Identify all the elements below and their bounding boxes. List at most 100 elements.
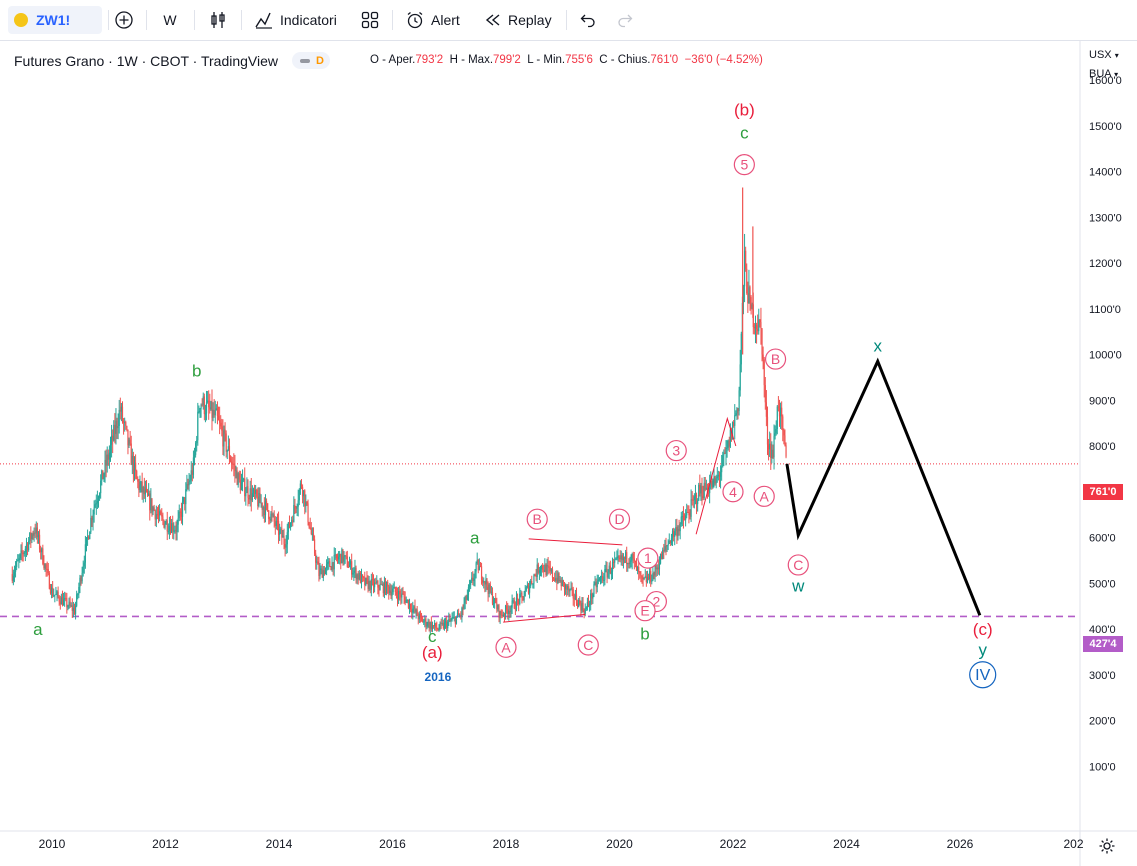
candle-body (411, 609, 413, 613)
candle-body (395, 592, 398, 595)
candle-body (528, 586, 531, 593)
candle-body (284, 543, 286, 548)
candle-body (305, 501, 307, 507)
candle-body (632, 554, 634, 559)
candle-body (716, 476, 718, 479)
candle-body (623, 557, 626, 560)
currency-selector[interactable]: USX ▾ (1089, 49, 1119, 61)
candle-body (443, 622, 446, 629)
candle-body (747, 293, 749, 304)
candle-body (322, 570, 324, 578)
candle-body (93, 507, 95, 515)
candle-body (683, 519, 686, 521)
chart-type-button[interactable] (207, 6, 229, 34)
candle-body (329, 561, 331, 567)
candle-body (775, 429, 777, 434)
settings-gear-button[interactable] (1097, 836, 1117, 856)
redo-button[interactable] (614, 6, 636, 34)
y-tick-label: 1600'0 (1089, 75, 1122, 87)
symbol-search-button[interactable]: ZW1! (8, 6, 102, 34)
candle-body (539, 569, 542, 571)
candle-body (82, 566, 84, 573)
interval-button[interactable]: W (158, 6, 182, 34)
candle-body (549, 567, 551, 572)
candle-body (187, 483, 189, 486)
high-value: 799'2 (493, 54, 521, 66)
candle-body (603, 580, 605, 582)
candle-body (346, 556, 348, 568)
eye-toggle[interactable]: D (292, 52, 330, 69)
candle-body (580, 603, 582, 611)
candle-body (544, 564, 546, 572)
candle-body (332, 562, 334, 570)
candle-body (621, 555, 623, 561)
alert-button[interactable]: Alert (405, 6, 460, 34)
candle-body (276, 520, 279, 522)
candle-body (583, 609, 585, 614)
candle-body (202, 396, 204, 406)
candle-body (644, 576, 646, 578)
candle-body (700, 486, 702, 494)
candle-body (304, 490, 306, 507)
candle-body (387, 582, 389, 587)
candle-body (120, 406, 123, 412)
candle-body (316, 561, 318, 563)
unit-selector[interactable]: BUA ▾ (1089, 68, 1118, 80)
candle-body (153, 507, 155, 511)
candle-body (173, 530, 175, 532)
candle-body (298, 489, 300, 501)
candle-body (267, 503, 269, 511)
candle-body (485, 579, 487, 585)
compare-add-button[interactable] (113, 6, 135, 34)
candle-body (108, 452, 111, 460)
candle-body (757, 329, 759, 332)
candle-body (550, 569, 552, 572)
candle-body (634, 560, 637, 563)
candle-body (18, 558, 20, 561)
chart-area[interactable]: 1600'0 1500'0 1400'0 1300'0 1200'0 1100'0 1000… (0, 41, 1137, 866)
wave-label: c (428, 627, 437, 646)
candle-body (689, 515, 691, 517)
candle-body (277, 521, 280, 535)
candle-body (345, 555, 347, 557)
candle-body (575, 594, 578, 604)
candle-body (129, 439, 131, 444)
candle-body (250, 488, 252, 501)
candle-body (766, 416, 769, 445)
price-chart[interactable]: 1600'01500'01400'01300'01200'01100'01000… (0, 41, 1137, 866)
candle-body (340, 553, 342, 564)
candle-body (361, 574, 364, 578)
candle-body (659, 554, 662, 564)
y-tick-label: 1100'0 (1089, 304, 1121, 316)
candle-body (779, 407, 782, 417)
undo-button[interactable] (577, 6, 599, 34)
candle-body (655, 565, 657, 570)
candle-body (11, 574, 13, 581)
candle-body (76, 594, 78, 606)
candle-body (30, 532, 32, 540)
y-tick-label: 1200'0 (1089, 258, 1122, 270)
candle-body (502, 614, 504, 616)
candle-body (232, 463, 234, 465)
candle-body (520, 593, 522, 595)
candle-body (389, 590, 391, 594)
candle-body (386, 582, 388, 594)
candle-body (191, 470, 193, 475)
wave-label-circle (495, 636, 517, 658)
candle-body (205, 402, 208, 414)
replay-button[interactable]: Replay (483, 6, 552, 34)
candle-body (534, 575, 536, 577)
candle-body (334, 554, 336, 556)
layouts-button[interactable] (359, 6, 381, 34)
candle-body (231, 461, 233, 464)
candle-body (235, 470, 237, 472)
candle-body (579, 599, 581, 604)
candle-body (133, 462, 136, 474)
candle-body (243, 478, 245, 480)
indicators-button[interactable]: Indicatori (254, 6, 337, 34)
candle-body (431, 625, 434, 630)
candle-body (458, 613, 460, 616)
candle-body (128, 439, 130, 446)
candle-body (289, 522, 292, 528)
candle-body (189, 480, 191, 482)
